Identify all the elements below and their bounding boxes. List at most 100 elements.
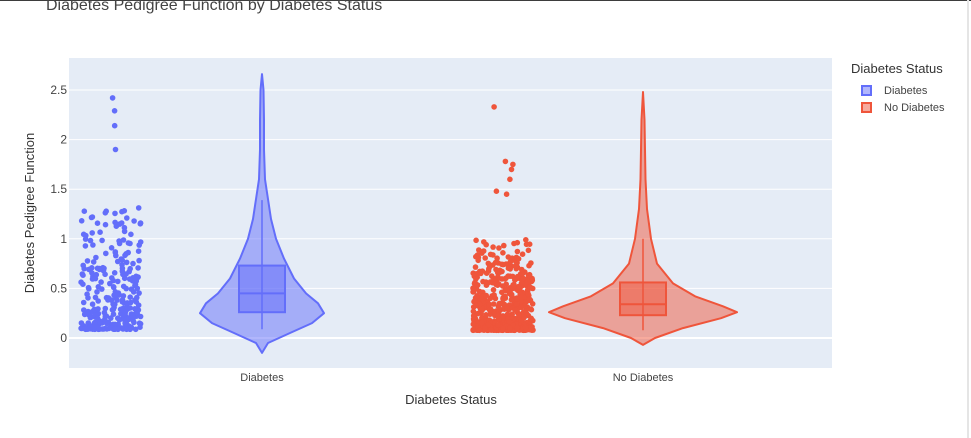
data-point [104, 326, 110, 332]
data-point [80, 281, 86, 288]
data-point [487, 263, 493, 270]
data-point [495, 316, 502, 322]
data-point [479, 296, 486, 302]
data-point [98, 279, 104, 285]
y-tick-label: 0 [60, 331, 67, 345]
data-point [505, 265, 512, 272]
data-point [513, 301, 520, 308]
data-point [129, 278, 136, 284]
data-point [94, 315, 101, 322]
data-point [82, 236, 89, 242]
data-point [114, 297, 120, 303]
data-point [525, 278, 531, 285]
data-point [472, 264, 479, 270]
legend-title: Diabetes Status [851, 61, 943, 76]
data-point [483, 292, 490, 299]
data-point [526, 296, 533, 303]
data-point [470, 285, 476, 292]
data-point [84, 258, 91, 264]
data-point [490, 301, 497, 307]
data-point [480, 248, 487, 254]
data-point [95, 284, 102, 290]
data-point [80, 299, 87, 306]
data-point [108, 315, 114, 321]
data-point [137, 313, 144, 320]
data-point [514, 239, 521, 246]
data-point [127, 294, 133, 301]
data-point [488, 327, 494, 333]
data-point [474, 293, 480, 299]
data-point [494, 255, 500, 261]
data-point [473, 302, 479, 309]
data-point [504, 311, 511, 318]
y-tick-label: 2.5 [50, 83, 67, 97]
data-point [99, 237, 105, 244]
box [238, 264, 286, 314]
data-point [135, 248, 142, 254]
data-point [483, 279, 489, 285]
data-point [112, 326, 119, 332]
data-point [89, 301, 96, 308]
plot-area [69, 58, 832, 368]
data-point [123, 319, 129, 326]
data-point [86, 286, 92, 292]
outlier-point [493, 188, 500, 194]
data-point [500, 250, 506, 256]
data-point [518, 304, 524, 311]
data-point [120, 271, 126, 278]
data-point [87, 237, 94, 244]
data-point [529, 301, 536, 307]
data-point [515, 283, 522, 290]
data-point [127, 305, 133, 311]
data-point [95, 306, 101, 312]
data-point [111, 270, 118, 276]
data-point [490, 287, 497, 293]
data-point [136, 257, 142, 264]
data-point [128, 286, 135, 293]
data-point [512, 307, 518, 313]
data-point [512, 263, 519, 269]
violin-no-diabetes[interactable] [548, 91, 738, 346]
data-point [472, 297, 478, 304]
data-point [122, 252, 128, 259]
data-point [525, 247, 532, 254]
window-top-border [0, 0, 971, 1]
legend: Diabetes Status Diabetes No Diabetes [851, 61, 945, 116]
data-point [110, 284, 117, 290]
x-tick-label: Diabetes [240, 372, 284, 384]
data-point [473, 276, 479, 282]
data-point [118, 220, 125, 226]
data-point [102, 221, 109, 228]
data-point [516, 312, 522, 319]
box [619, 281, 667, 317]
data-point [89, 214, 96, 220]
data-point [521, 314, 527, 321]
data-point [523, 237, 529, 243]
data-point [482, 255, 489, 261]
data-point [123, 259, 130, 266]
data-point [110, 311, 117, 318]
data-point [80, 272, 86, 279]
data-point [124, 215, 130, 221]
outlier-point [508, 166, 515, 173]
data-point [137, 221, 144, 227]
data-point [520, 275, 526, 282]
data-point [120, 237, 127, 243]
data-point [500, 313, 506, 319]
legend-item-diabetes[interactable]: Diabetes [851, 82, 945, 99]
data-point [514, 324, 520, 331]
y-axis-label: Diabetes Pedigree Function [22, 133, 37, 293]
data-point [91, 324, 97, 330]
data-point [470, 326, 477, 333]
data-point [80, 262, 86, 269]
data-point [123, 326, 130, 333]
legend-item-no-diabetes[interactable]: No Diabetes [851, 99, 945, 116]
data-point [512, 277, 518, 283]
data-point [487, 251, 494, 258]
outlier-point [491, 104, 497, 110]
data-point [132, 326, 139, 333]
data-point [82, 311, 88, 317]
data-point [85, 295, 91, 301]
x-tick-label: No Diabetes [613, 372, 674, 384]
legend-swatch-no-diabetes [861, 102, 872, 113]
